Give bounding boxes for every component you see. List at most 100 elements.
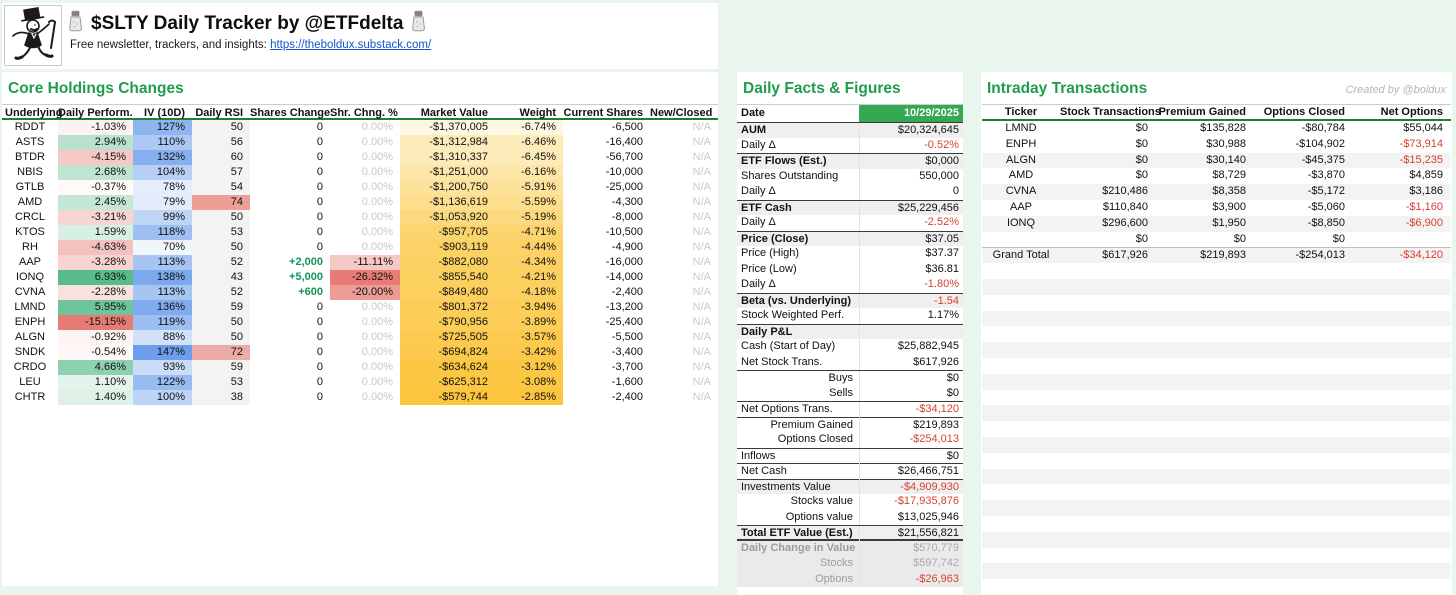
new-closed-cell[interactable]: N/A xyxy=(692,166,711,178)
market-value-cell[interactable]: -$957,705 xyxy=(400,225,495,240)
substack-link[interactable]: https://theboldux.substack.com/ xyxy=(270,39,432,51)
net-options-cell[interactable]: $4,859 xyxy=(1409,169,1443,182)
weight-cell[interactable]: -3.42% xyxy=(495,345,563,360)
weight-cell[interactable]: -3.12% xyxy=(495,360,563,375)
facts-label[interactable]: Net Options Trans. xyxy=(741,403,833,415)
empty-row[interactable] xyxy=(982,278,1451,295)
shares-change-cell[interactable]: +2,000 xyxy=(289,256,323,268)
net-options-cell[interactable]: -$15,235 xyxy=(1399,153,1443,166)
shr-chng-pct-cell[interactable]: 0.00% xyxy=(361,181,393,193)
ticker-cell[interactable] xyxy=(982,232,1060,248)
market-value-cell[interactable]: -$634,624 xyxy=(400,360,495,375)
shares-change-cell[interactable]: 0 xyxy=(316,391,323,403)
weight-cell[interactable]: -3.89% xyxy=(495,315,563,330)
facts-value[interactable]: $597,742 xyxy=(859,556,963,572)
ticker-cell[interactable]: BTDR xyxy=(15,151,45,163)
current-shares-cell[interactable]: -25,400 xyxy=(605,316,643,328)
weight-cell[interactable]: -6.74% xyxy=(495,120,563,135)
empty-row[interactable] xyxy=(982,436,1451,453)
stock-transactions-cell[interactable]: $617,926 xyxy=(1102,249,1148,262)
facts-label[interactable]: Daily Δ xyxy=(741,216,776,228)
daily-perform-cell[interactable]: -3.28% xyxy=(58,255,133,270)
iv-10d-cell[interactable]: 79% xyxy=(133,195,192,210)
ticker-cell[interactable]: RDDT xyxy=(14,121,46,133)
premium-gained-cell[interactable]: $0 xyxy=(1233,232,1246,245)
iv-10d-cell[interactable]: 78% xyxy=(133,180,192,195)
ticker-cell[interactable]: IONQ xyxy=(15,271,45,283)
options-closed-cell[interactable]: -$3,870 xyxy=(1307,169,1345,182)
weight-cell[interactable]: -4.34% xyxy=(495,255,563,270)
empty-row[interactable] xyxy=(982,373,1451,390)
facts-value[interactable]: 0 xyxy=(859,184,963,200)
empty-row[interactable] xyxy=(982,310,1451,327)
stock-transactions-cell[interactable]: $110,840 xyxy=(1102,200,1148,213)
current-shares-cell[interactable]: -4,300 xyxy=(611,196,643,208)
daily-rsi-cell[interactable]: 57 xyxy=(192,165,250,180)
shares-change-cell[interactable]: 0 xyxy=(316,196,323,208)
ticker-cell[interactable]: CVNA xyxy=(1005,185,1037,198)
ticker-cell[interactable]: RH xyxy=(22,241,38,253)
facts-value[interactable] xyxy=(859,324,963,339)
market-value-cell[interactable]: -$1,053,920 xyxy=(400,210,495,225)
facts-label[interactable]: Daily Δ xyxy=(741,185,776,197)
shares-change-cell[interactable]: 0 xyxy=(316,376,323,388)
empty-row[interactable] xyxy=(982,516,1451,532)
market-value-cell[interactable]: -$855,540 xyxy=(400,270,495,285)
net-options-cell[interactable] xyxy=(1353,232,1451,248)
facts-label[interactable]: Inflows xyxy=(741,449,776,462)
market-value-cell[interactable]: -$725,505 xyxy=(400,330,495,345)
facts-value[interactable]: 550,000 xyxy=(859,168,963,184)
ticker-cell[interactable]: CVNA xyxy=(14,286,46,298)
daily-perform-cell[interactable]: -0.92% xyxy=(58,330,133,345)
market-value-cell[interactable]: -$849,480 xyxy=(400,285,495,300)
facts-value[interactable]: $20,324,645 xyxy=(859,123,963,139)
current-shares-cell[interactable]: -10,000 xyxy=(605,166,643,178)
facts-label[interactable]: Net Cash xyxy=(741,465,787,477)
facts-label[interactable]: ETF Flows (Est.) xyxy=(741,155,827,167)
daily-rsi-cell[interactable]: 43 xyxy=(192,270,250,285)
empty-row[interactable] xyxy=(982,342,1451,358)
weight-cell[interactable]: -3.08% xyxy=(495,375,563,390)
daily-perform-cell[interactable]: 6.93% xyxy=(58,270,133,285)
shr-chng-pct-cell[interactable]: 0.00% xyxy=(361,166,393,178)
facts-value[interactable]: -1.54 xyxy=(859,293,963,309)
net-options-cell[interactable]: -$1,160 xyxy=(1405,200,1443,213)
net-options-cell[interactable]: -$6,900 xyxy=(1405,216,1443,229)
facts-label[interactable]: Premium Gained xyxy=(770,418,853,431)
facts-value[interactable]: -$254,013 xyxy=(859,432,963,448)
daily-rsi-cell[interactable]: 38 xyxy=(192,390,250,405)
empty-row[interactable] xyxy=(982,326,1451,342)
new-closed-cell[interactable]: N/A xyxy=(692,316,711,328)
shares-change-cell[interactable]: 0 xyxy=(316,331,323,343)
shr-chng-pct-cell[interactable]: -20.00% xyxy=(330,285,400,300)
shr-chng-pct-cell[interactable]: 0.00% xyxy=(361,226,393,238)
shr-chng-pct-cell[interactable]: 0.00% xyxy=(361,361,393,373)
daily-rsi-cell[interactable]: 60 xyxy=(192,150,250,165)
shr-chng-pct-cell[interactable]: 0.00% xyxy=(361,316,393,328)
ticker-cell[interactable]: Grand Total xyxy=(992,249,1050,262)
facts-value[interactable]: $0 xyxy=(859,448,963,464)
current-shares-cell[interactable]: -10,500 xyxy=(605,226,643,238)
facts-value[interactable]: $0 xyxy=(859,371,963,387)
shr-chng-pct-cell[interactable]: 0.00% xyxy=(361,211,393,223)
facts-label[interactable]: Cash (Start of Day) xyxy=(741,340,836,352)
iv-10d-cell[interactable]: 104% xyxy=(133,165,192,180)
shr-chng-pct-cell[interactable]: 0.00% xyxy=(361,136,393,148)
ticker-cell[interactable]: LMND xyxy=(14,301,46,313)
current-shares-cell[interactable]: -1,600 xyxy=(611,376,643,388)
weight-cell[interactable]: -2.85% xyxy=(495,390,563,405)
facts-label[interactable]: Price (Low) xyxy=(741,262,797,275)
facts-value[interactable]: $25,229,456 xyxy=(859,200,963,216)
empty-row[interactable] xyxy=(982,500,1451,516)
stock-transactions-cell[interactable]: $0 xyxy=(1135,169,1148,182)
facts-value[interactable]: -1.80% xyxy=(859,277,963,293)
empty-row[interactable] xyxy=(982,263,1451,279)
daily-perform-cell[interactable]: 2.68% xyxy=(58,165,133,180)
daily-rsi-cell[interactable]: 59 xyxy=(192,300,250,315)
iv-10d-cell[interactable]: 119% xyxy=(133,315,192,330)
shr-chng-pct-cell[interactable]: 0.00% xyxy=(361,391,393,403)
daily-perform-cell[interactable]: -3.21% xyxy=(58,210,133,225)
facts-value[interactable]: $0 xyxy=(859,385,963,401)
stock-transactions-cell[interactable]: $210,486 xyxy=(1102,185,1148,198)
current-shares-cell[interactable]: -56,700 xyxy=(605,151,643,163)
